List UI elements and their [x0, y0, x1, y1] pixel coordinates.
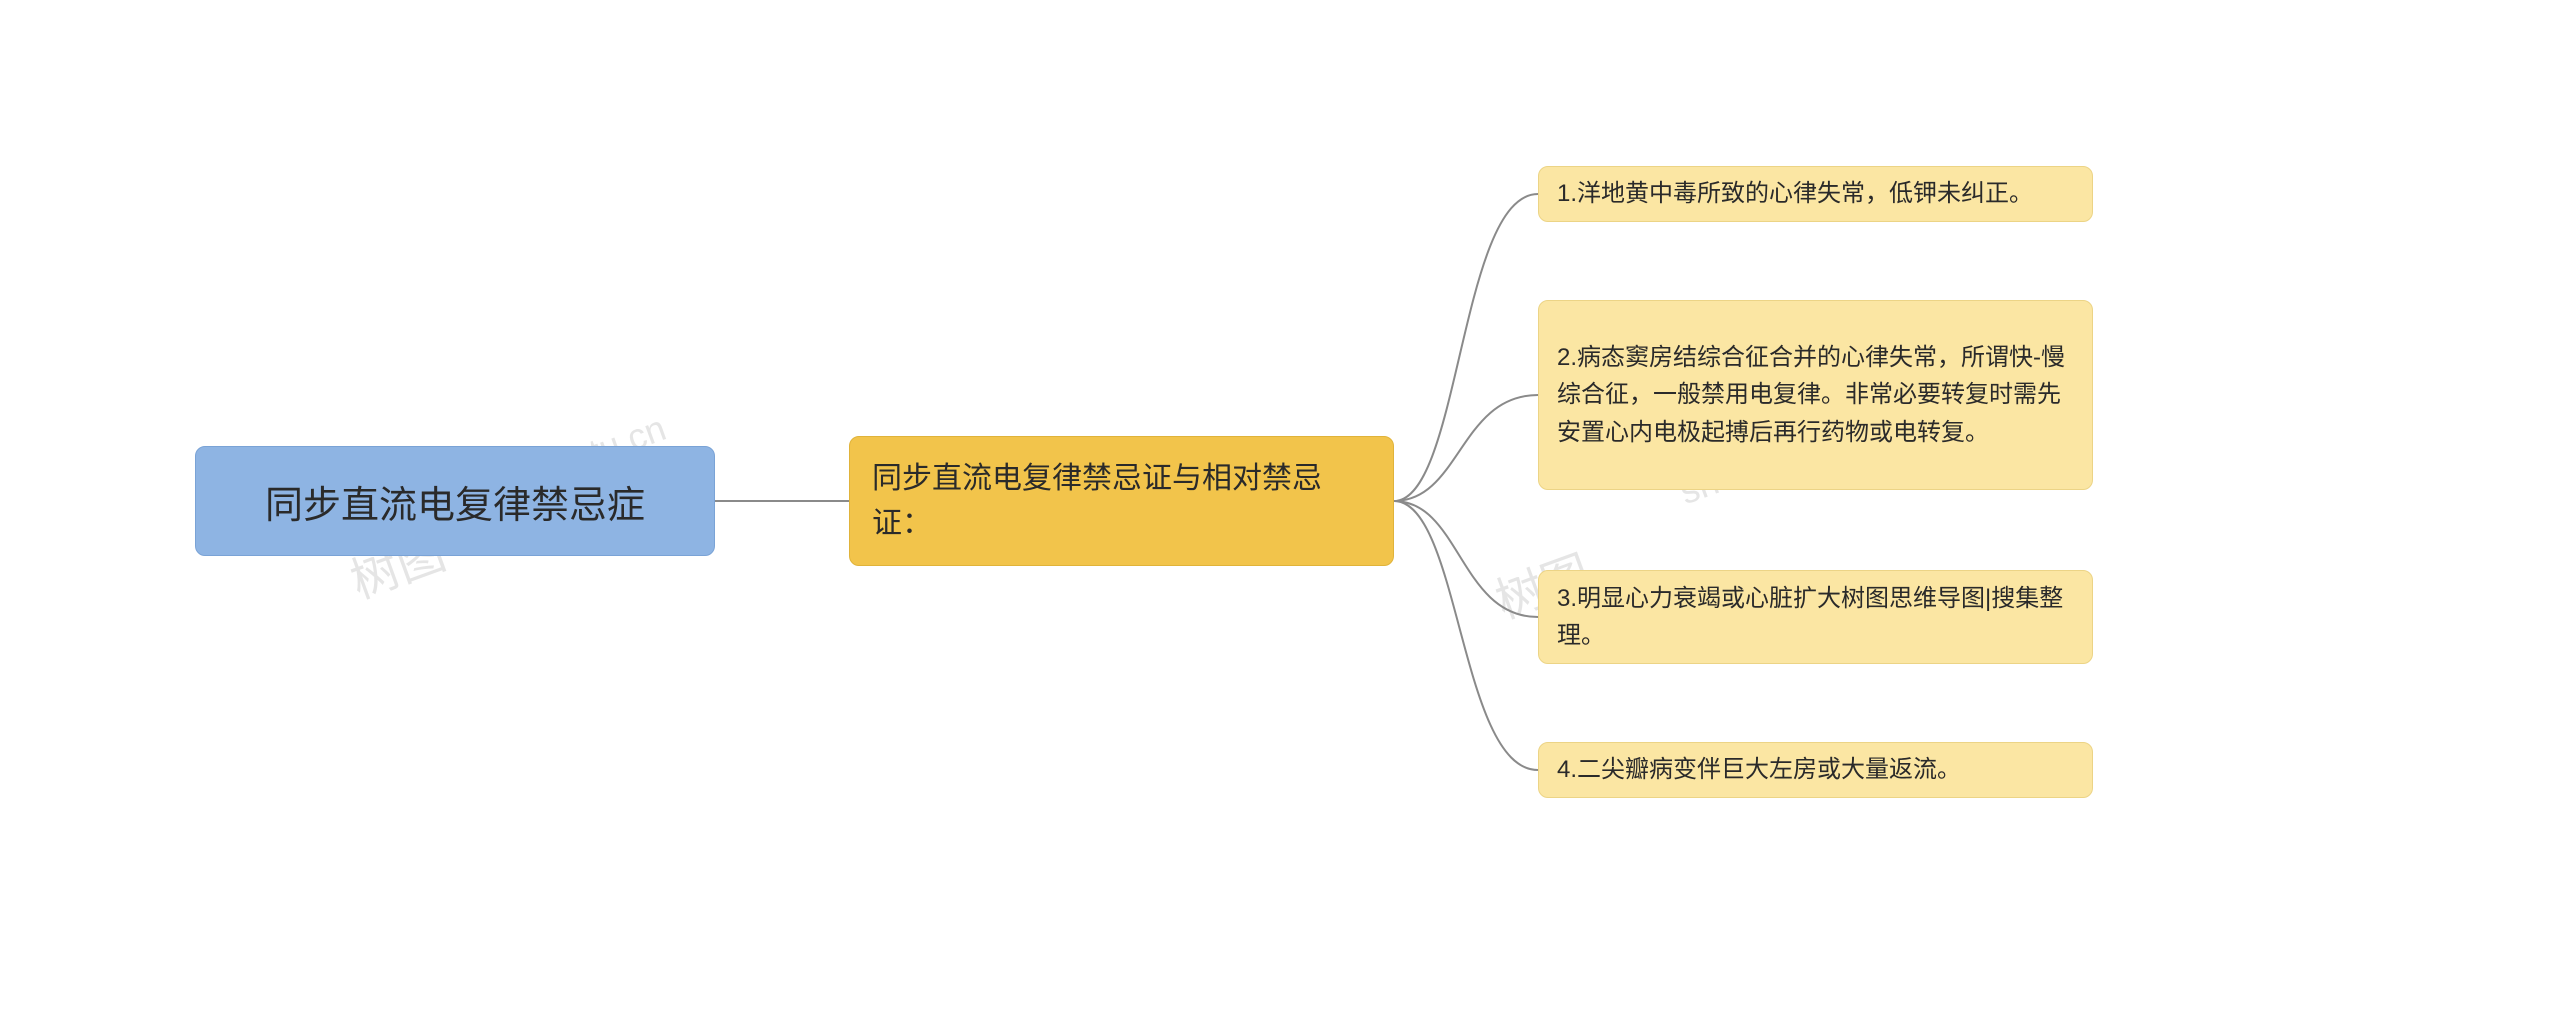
connector-middle-leaf3: [1394, 501, 1538, 617]
root-node-label: 同步直流电复律禁忌症: [265, 474, 645, 529]
leaf-node-2-label: 2.病态窦房结综合征合并的心律失常，所谓快-慢综合征，一般禁用电复律。非常必要转…: [1557, 339, 2074, 451]
leaf-node-3[interactable]: 3.明显心力衰竭或心脏扩大树图思维导图|搜集整理。: [1538, 570, 2093, 664]
leaf-node-4[interactable]: 4.二尖瓣病变伴巨大左房或大量返流。: [1538, 742, 2093, 798]
middle-node-label: 同步直流电复律禁忌证与相对禁忌证：: [872, 456, 1371, 546]
middle-node[interactable]: 同步直流电复律禁忌证与相对禁忌证：: [849, 436, 1394, 566]
connector-middle-leaf4: [1394, 501, 1538, 770]
connector-middle-leaf1: [1394, 194, 1538, 501]
leaf-node-1[interactable]: 1.洋地黄中毒所致的心律失常，低钾未纠正。: [1538, 166, 2093, 222]
leaf-node-3-label: 3.明显心力衰竭或心脏扩大树图思维导图|搜集整理。: [1557, 580, 2074, 654]
connector-middle-leaf2: [1394, 395, 1538, 501]
leaf-node-4-label: 4.二尖瓣病变伴巨大左房或大量返流。: [1557, 751, 1961, 788]
leaf-node-1-label: 1.洋地黄中毒所致的心律失常，低钾未纠正。: [1557, 175, 2033, 212]
root-node[interactable]: 同步直流电复律禁忌症: [195, 446, 715, 556]
leaf-node-2[interactable]: 2.病态窦房结综合征合并的心律失常，所谓快-慢综合征，一般禁用电复律。非常必要转…: [1538, 300, 2093, 490]
